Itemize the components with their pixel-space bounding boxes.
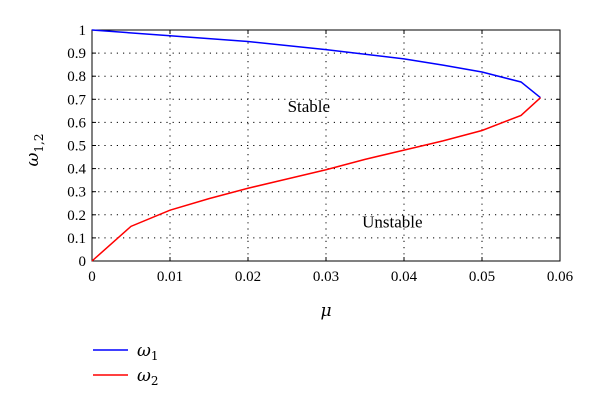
y-tick-label: 0.2 [67,208,86,224]
legend-label-omega2-main: ω [137,366,151,386]
x-tick-label: 0 [88,269,96,285]
legend-label-omega1-sub: 1 [151,349,159,363]
legend-label-omega1-main: ω [137,341,151,361]
y-axis-label-sub: 1,2 [32,134,46,153]
y-axis-label-main: ω [23,152,43,166]
y-tick-label: 0.8 [67,69,86,85]
x-tick-label: 0.02 [235,269,261,285]
series-lines [91,29,542,262]
legend-label-omega2-sub: 2 [151,374,159,388]
legend-label-omega2: ω2 [137,366,159,388]
x-tick-label: 0.05 [469,269,495,285]
x-tick-labels: 0 0.01 0.02 0.03 0.04 0.05 0.06 [88,269,573,285]
y-tick-label: 0 [79,254,87,270]
x-tick-label: 0.03 [313,269,339,285]
annotation-unstable: Unstable [362,213,422,232]
legend: ω1 ω2 [93,341,159,388]
y-tick-label: 0.9 [67,46,86,62]
x-tick-label: 0.06 [547,269,574,285]
x-tick-label: 0.04 [391,269,418,285]
series-line-omega2 [91,97,542,262]
legend-label-omega1: ω1 [137,341,159,363]
y-tick-label: 0.1 [67,231,86,247]
y-tick-label: 0.3 [67,185,86,201]
series-line-omega1 [91,29,541,99]
y-tick-labels: 0 0.1 0.2 0.3 0.4 0.5 0.6 0.7 0.8 0.9 1 [67,23,86,270]
y-tick-label: 0.4 [67,162,86,178]
y-tick-label: 0.6 [67,115,86,131]
y-axis-label: ω1,2 [23,134,46,167]
annotation-stable: Stable [288,97,331,116]
grid-lines [92,30,560,261]
x-axis-label: μ [320,301,331,321]
y-tick-label: 1 [79,23,87,39]
x-tick-label: 0.01 [157,269,183,285]
y-tick-label: 0.7 [67,92,86,108]
y-tick-label: 0.5 [67,139,86,155]
